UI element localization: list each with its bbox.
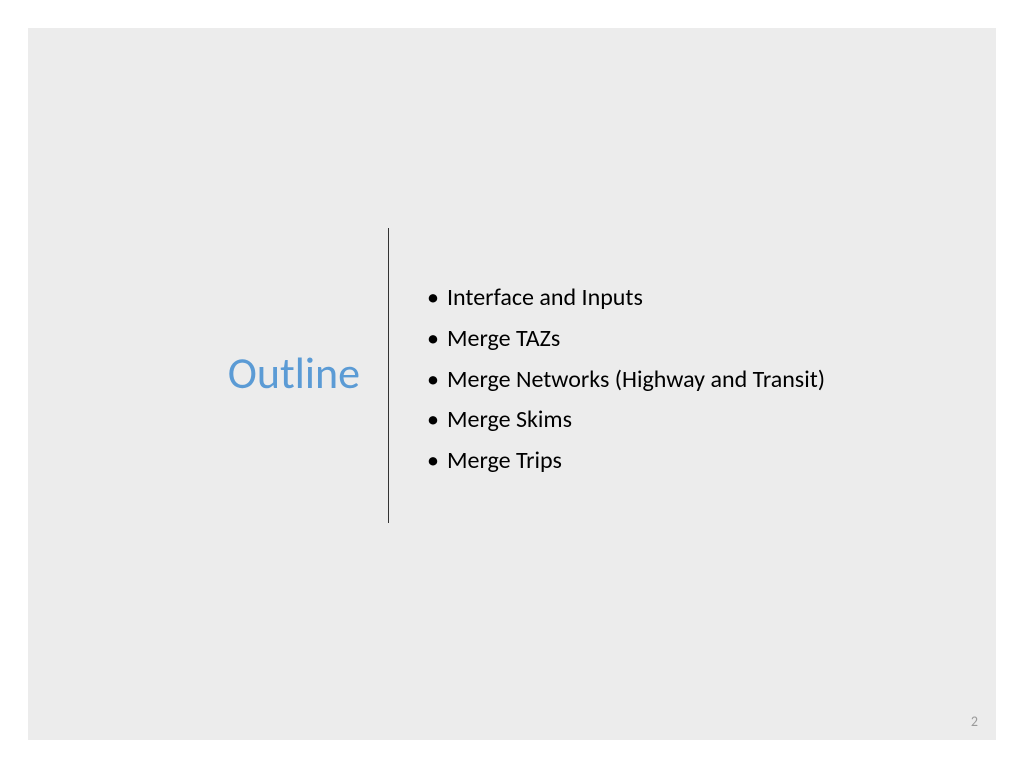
bullets-section: Interface and Inputs Merge TAZs Merge Ne… bbox=[389, 228, 825, 482]
slide-container: Outline Interface and Inputs Merge TAZs … bbox=[28, 28, 996, 740]
page-number: 2 bbox=[971, 713, 978, 730]
bullet-item: Interface and Inputs bbox=[427, 278, 825, 319]
bullet-item: Merge TAZs bbox=[427, 319, 825, 360]
bullet-item: Merge Skims bbox=[427, 400, 825, 441]
bullet-item: Merge Trips bbox=[427, 441, 825, 482]
bullet-item: Merge Networks (Highway and Transit) bbox=[427, 360, 825, 401]
slide-title: Outline bbox=[178, 346, 360, 400]
bullet-list: Interface and Inputs Merge TAZs Merge Ne… bbox=[427, 278, 825, 482]
title-section: Outline bbox=[178, 228, 388, 400]
content-wrapper: Outline Interface and Inputs Merge TAZs … bbox=[178, 228, 825, 523]
